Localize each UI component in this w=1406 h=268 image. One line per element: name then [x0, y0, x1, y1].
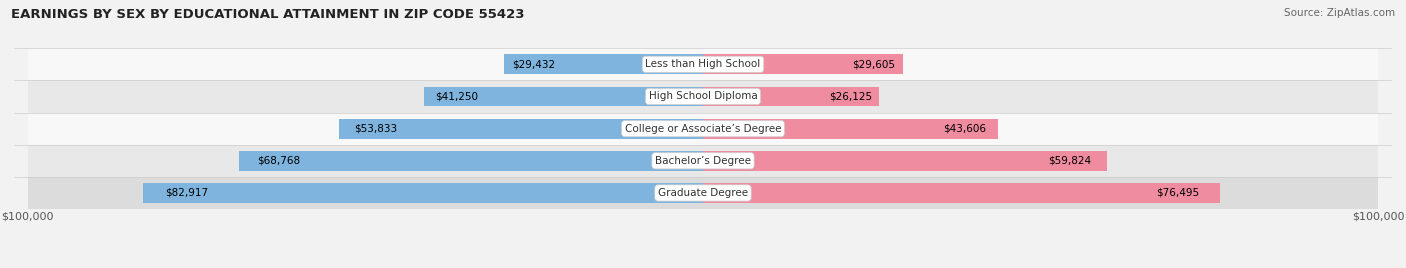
Text: $29,605: $29,605	[852, 59, 896, 69]
Text: Graduate Degree: Graduate Degree	[658, 188, 748, 198]
Text: $26,125: $26,125	[830, 91, 872, 102]
Text: $29,432: $29,432	[512, 59, 555, 69]
Text: Less than High School: Less than High School	[645, 59, 761, 69]
Bar	[703, 183, 1219, 203]
Text: $41,250: $41,250	[436, 91, 478, 102]
Bar	[28, 80, 1378, 113]
Text: High School Diploma: High School Diploma	[648, 91, 758, 102]
Bar	[703, 119, 997, 139]
Bar	[28, 48, 1378, 80]
Bar	[28, 177, 1378, 209]
Text: College or Associate’s Degree: College or Associate’s Degree	[624, 124, 782, 134]
Bar	[239, 151, 703, 171]
Bar	[28, 145, 1378, 177]
Text: $59,824: $59,824	[1047, 156, 1091, 166]
Text: $53,833: $53,833	[354, 124, 396, 134]
Bar	[339, 119, 703, 139]
Bar	[703, 54, 903, 74]
Bar	[28, 113, 1378, 145]
Text: $82,917: $82,917	[166, 188, 208, 198]
Bar	[143, 183, 703, 203]
Text: Source: ZipAtlas.com: Source: ZipAtlas.com	[1284, 8, 1395, 18]
Text: EARNINGS BY SEX BY EDUCATIONAL ATTAINMENT IN ZIP CODE 55423: EARNINGS BY SEX BY EDUCATIONAL ATTAINMEN…	[11, 8, 524, 21]
Text: Bachelor’s Degree: Bachelor’s Degree	[655, 156, 751, 166]
Bar	[703, 151, 1107, 171]
Bar	[703, 87, 880, 106]
Bar	[505, 54, 703, 74]
Bar	[425, 87, 703, 106]
Text: $76,495: $76,495	[1156, 188, 1199, 198]
Text: $43,606: $43,606	[943, 124, 986, 134]
Text: $68,768: $68,768	[257, 156, 301, 166]
